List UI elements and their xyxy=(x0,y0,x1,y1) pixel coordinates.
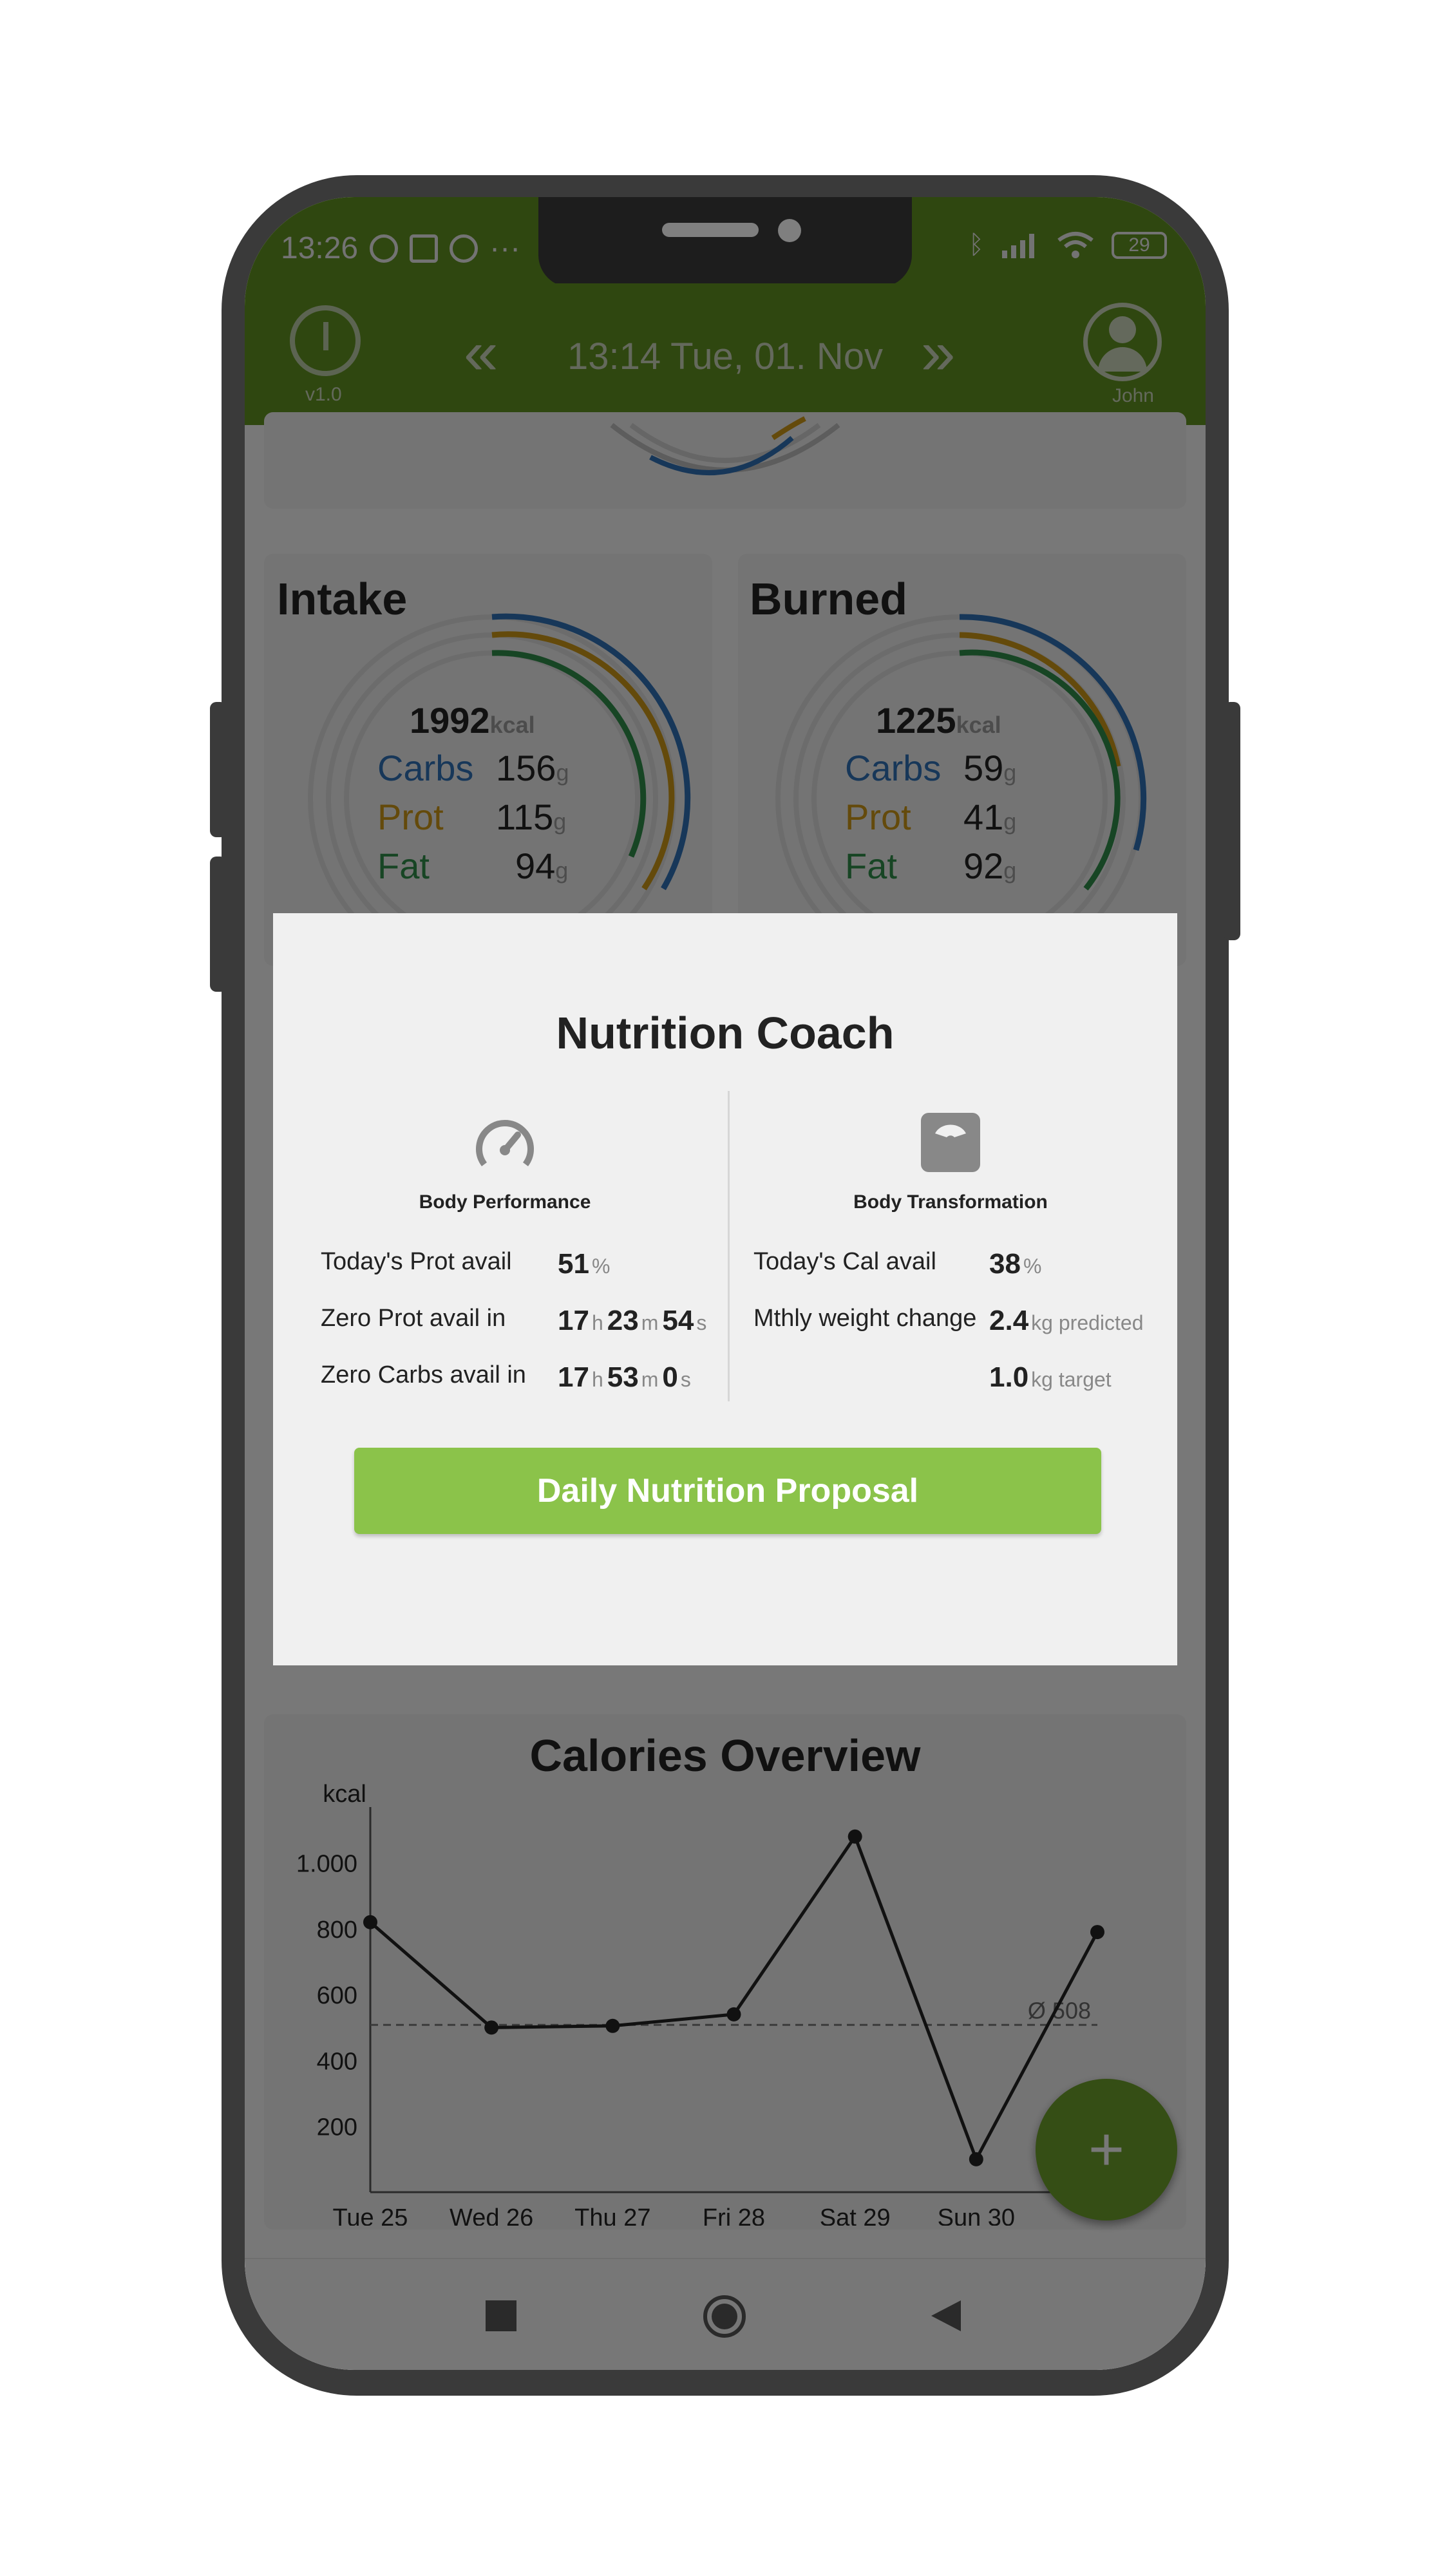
body-transformation-label: Body Transformation xyxy=(853,1191,1048,1213)
weight-change-label: Mthly weight change xyxy=(753,1305,977,1332)
volume-down-button xyxy=(210,857,227,992)
weight-target-unit: kg target xyxy=(1031,1368,1112,1391)
zero-prot-minutes: 23 xyxy=(607,1305,639,1336)
zero-prot-seconds: 54 xyxy=(662,1305,694,1336)
zero-carbs-value: 17 h 53 m 0 s xyxy=(558,1361,695,1394)
prot-avail-unit: % xyxy=(591,1255,611,1278)
volume-up-button xyxy=(210,702,227,837)
cal-avail-unit: % xyxy=(1023,1255,1042,1278)
dialog-title: Nutrition Coach xyxy=(556,1008,895,1058)
prot-avail-value: 51% xyxy=(558,1248,614,1280)
power-button xyxy=(1224,702,1240,940)
zero-carbs-label: Zero Carbs avail in xyxy=(321,1361,526,1388)
weight-predicted-number: 2.4 xyxy=(989,1305,1029,1336)
weight-predicted-value: 2.4 kg predicted xyxy=(989,1305,1148,1337)
nutrition-coach-dialog: Nutrition Coach Body Performance Body Tr… xyxy=(273,913,1177,1665)
zero-carbs-seconds: 0 xyxy=(662,1361,678,1393)
body-performance-label: Body Performance xyxy=(419,1191,591,1213)
zero-carbs-minutes: 53 xyxy=(607,1361,639,1393)
phone-screen: 13:26 ··· ᛒ 29 v1.0 « 13:14 Tue, 01. Nov… xyxy=(245,197,1206,2370)
cal-avail-number: 38 xyxy=(989,1248,1021,1280)
unit-m: m xyxy=(641,1368,659,1391)
cal-avail-label: Today's Cal avail xyxy=(753,1248,936,1275)
unit-s: s xyxy=(696,1311,707,1334)
section-divider xyxy=(728,1091,730,1401)
unit-h: h xyxy=(591,1311,603,1334)
unit-m: m xyxy=(641,1311,659,1334)
speedometer-icon xyxy=(476,1120,534,1166)
weight-target-number: 1.0 xyxy=(989,1361,1029,1393)
daily-nutrition-proposal-button[interactable]: Daily Nutrition Proposal xyxy=(354,1448,1101,1534)
zero-prot-hours: 17 xyxy=(558,1305,589,1336)
prot-avail-number: 51 xyxy=(558,1248,589,1280)
prot-avail-label: Today's Prot avail xyxy=(321,1248,512,1275)
weight-predicted-unit: kg predicted xyxy=(1031,1311,1144,1334)
unit-s: s xyxy=(680,1368,691,1391)
zero-carbs-hours: 17 xyxy=(558,1361,589,1393)
cal-avail-value: 38% xyxy=(989,1248,1045,1280)
scale-icon xyxy=(921,1113,980,1172)
zero-prot-label: Zero Prot avail in xyxy=(321,1305,506,1332)
weight-target-value: 1.0 kg target xyxy=(989,1361,1115,1394)
zero-prot-value: 17 h 23 m 54 s xyxy=(558,1305,710,1337)
unit-h: h xyxy=(591,1368,603,1391)
